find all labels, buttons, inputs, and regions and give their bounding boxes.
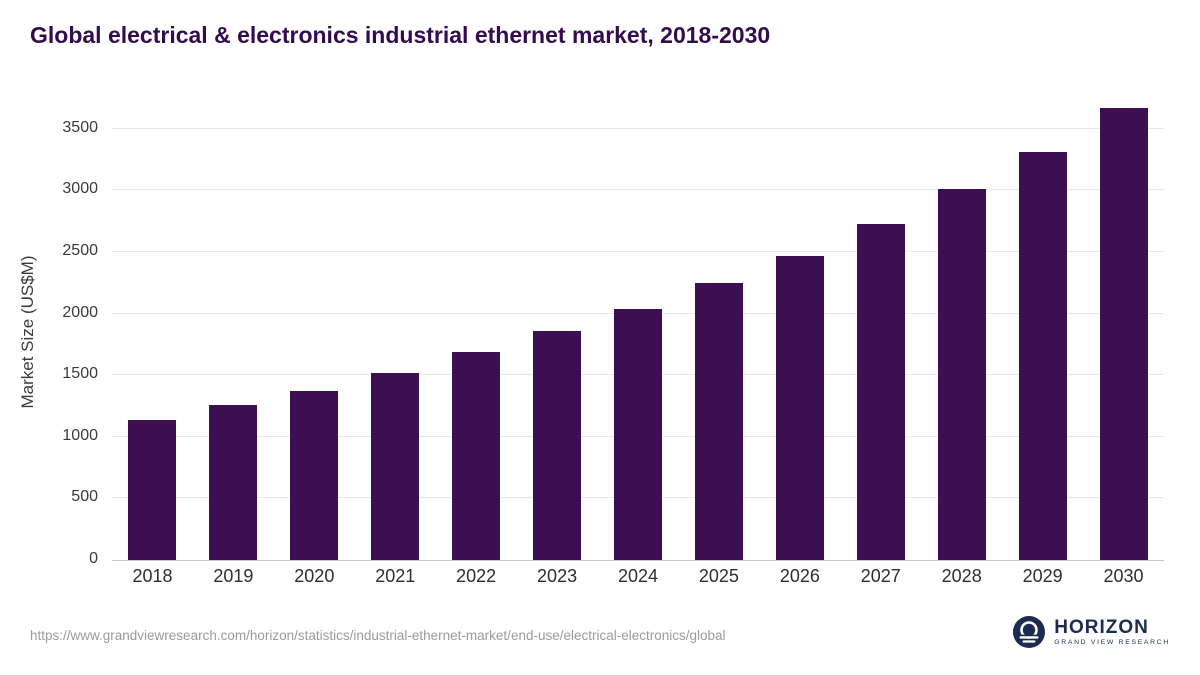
y-tick-label: 2500: [62, 242, 98, 260]
y-tick-label: 2000: [62, 303, 98, 321]
x-tick-label: 2026: [779, 566, 820, 586]
bar-slot: [1002, 98, 1083, 560]
horizon-logo-text: HORIZON GRAND VIEW RESEARCH: [1054, 618, 1170, 647]
bar-2027: [856, 224, 905, 560]
horizon-logo-icon: [1013, 616, 1046, 648]
gridline: 2500: [62, 242, 1164, 259]
x-tick-label: 2019: [213, 566, 254, 586]
bar-slot: [759, 98, 840, 560]
bar-2023: [533, 330, 582, 560]
chart-title: Global electrical & electronics industri…: [30, 22, 771, 48]
bar-slot: [517, 98, 598, 560]
y-tick-label: 1000: [62, 426, 98, 444]
bar-2025: [694, 283, 743, 560]
bar-slot: [436, 98, 517, 560]
x-tick-label: 2021: [375, 566, 416, 586]
gridline: 3000: [62, 180, 1164, 197]
bar-2021: [371, 372, 420, 560]
gridline: 3500: [62, 119, 1164, 136]
logo-subtitle: GRAND VIEW RESEARCH: [1054, 638, 1170, 646]
horizon-logo: HORIZON GRAND VIEW RESEARCH: [1013, 616, 1170, 648]
bar-2026: [775, 255, 824, 560]
bar-2029: [1018, 151, 1067, 560]
x-tick-label: 2028: [941, 566, 982, 586]
x-axis-labels: 2018 2019 2020 2021 2022 2023 2024 2025 2026 2027…: [112, 566, 1164, 587]
bar-2019: [209, 405, 258, 560]
logo-title: HORIZON: [1054, 616, 1149, 638]
x-tick-label: 2029: [1022, 566, 1063, 586]
source-url[interactable]: https://www.grandviewresearch.com/horizo…: [30, 628, 726, 643]
y-tick-label: 3500: [62, 118, 98, 136]
y-tick-label: 0: [89, 550, 98, 567]
bar-2018: [128, 419, 177, 560]
x-tick-label: 2020: [294, 566, 335, 586]
bar-slot: [678, 98, 759, 560]
y-tick-label: 3000: [62, 180, 98, 198]
y-tick-label: 1500: [62, 365, 98, 383]
x-tick-label: 2022: [456, 566, 497, 586]
bar-2022: [452, 352, 501, 560]
x-tick-label: 2023: [537, 566, 578, 586]
bar-slot: [598, 98, 679, 560]
bar-2028: [937, 189, 986, 560]
x-tick-label: 2025: [698, 566, 739, 586]
y-axis-title: Market Size (US$M): [18, 255, 37, 409]
bar-slot: [921, 98, 1002, 560]
bar-slot: [355, 98, 436, 560]
bar-slot: [274, 98, 355, 560]
bar-slot: [840, 98, 921, 560]
x-tick-label: 2018: [132, 566, 173, 586]
bar-slot: [193, 98, 274, 560]
x-tick-label: 2030: [1103, 566, 1144, 586]
bar-slot: [1083, 98, 1164, 560]
plot-area: 0 500 1000 1500 2000 2500 3000 3500: [62, 98, 1164, 567]
bars-layer: [112, 98, 1164, 560]
x-tick-label: 2024: [617, 566, 659, 586]
y-tick-label: 500: [71, 488, 98, 506]
bar-2030: [1099, 107, 1148, 560]
bar-2024: [613, 308, 662, 560]
gridline: 0: [89, 550, 1164, 567]
x-tick-label: 2027: [860, 566, 901, 586]
bar-2020: [290, 390, 339, 560]
bar-slot: [112, 98, 193, 560]
